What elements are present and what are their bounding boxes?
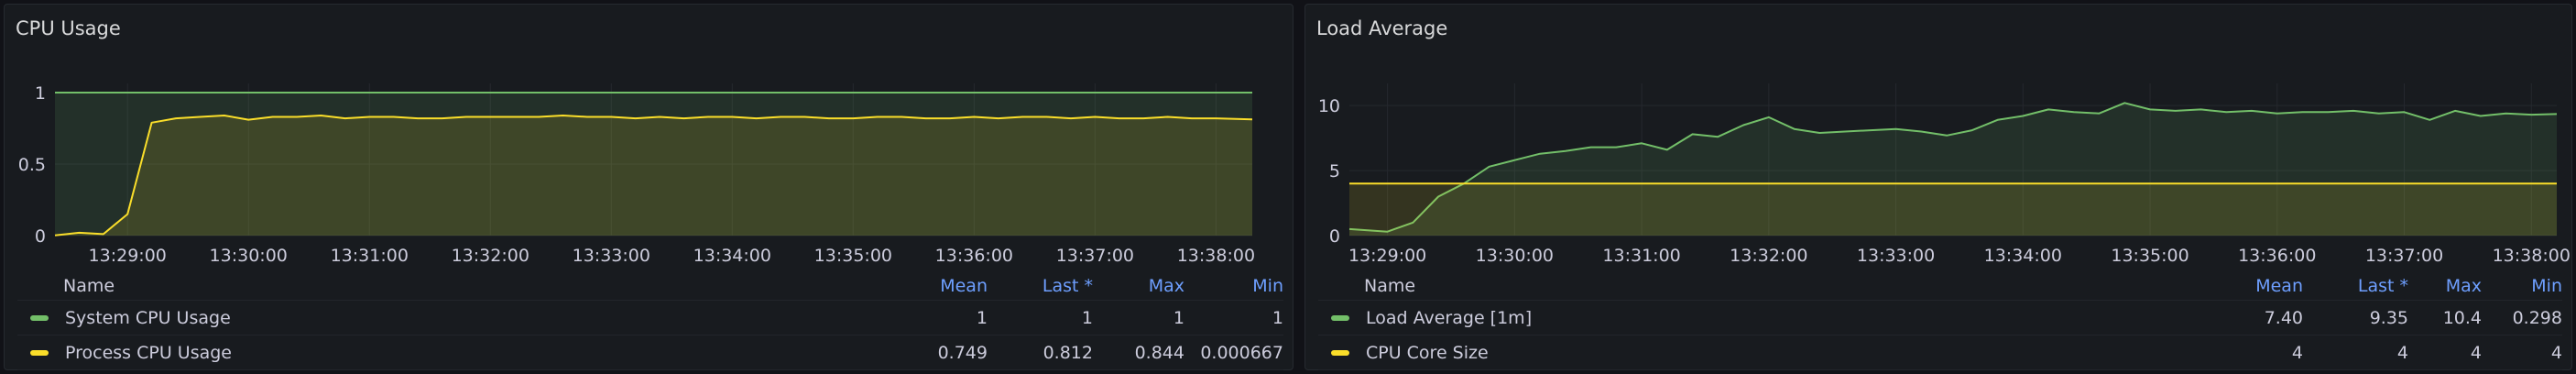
legend-min-value: 1 [1272, 307, 1283, 328]
x-tick-label: 13:29:00 [1348, 246, 1426, 266]
series-area-process-cpu-usage [55, 116, 1252, 236]
legend-last-value: 4 [2396, 342, 2408, 363]
y-tick-label: 0.5 [18, 155, 46, 175]
legend-max-value: 1 [1173, 307, 1184, 328]
y-tick-label: 10 [1318, 96, 1340, 116]
y-tick-label: 0 [35, 226, 46, 247]
legend-min-value: 4 [2550, 342, 2562, 363]
legend-row-cpu-core-size[interactable]: CPU Core Size 4 4 4 4 [1318, 336, 2562, 370]
x-tick-label: 13:30:00 [1476, 246, 1554, 266]
legend-header: Name Mean Last * Max Min [17, 272, 1283, 301]
legend-header-mean[interactable]: Mean [2255, 276, 2303, 296]
legend-table: Name Mean Last * Max Min Load Average [1… [1318, 272, 2562, 370]
legend-min-value: 0.000667 [1200, 342, 1283, 363]
series-color-swatch [1331, 349, 1349, 356]
legend-row-system-cpu-usage[interactable]: System CPU Usage 1 1 1 1 [17, 301, 1283, 336]
x-tick-label: 13:30:00 [210, 246, 288, 266]
x-tick-label: 13:34:00 [693, 246, 771, 266]
x-tick-label: 13:33:00 [573, 246, 650, 266]
cpu-usage-chart[interactable]: 0 0.5 1 13:29:00 13:30:00 13:31:00 13:32:00 13:… [5, 5, 1294, 272]
legend-header: Name Mean Last * Max Min [1318, 272, 2562, 301]
series-area-system-cpu-usage [55, 93, 1252, 236]
legend-series-name[interactable]: Process CPU Usage [65, 342, 232, 363]
legend-last-value: 1 [1081, 307, 1093, 328]
x-tick-label: 13:38:00 [1177, 246, 1255, 266]
cpu-usage-panel: CPU Usage 0 0.5 1 13:29:00 13:30:00 13:31:00 1… [4, 4, 1293, 370]
x-tick-label: 13:38:00 [2493, 246, 2571, 266]
legend-max-value: 0.844 [1134, 342, 1184, 363]
legend-header-min[interactable]: Min [1252, 276, 1283, 296]
y-tick-label: 5 [1329, 161, 1340, 182]
legend-min-value: 0.298 [2512, 307, 2562, 328]
x-tick-label: 13:32:00 [1730, 246, 1807, 266]
x-tick-label: 13:32:00 [452, 246, 529, 266]
x-tick-label: 13:33:00 [1857, 246, 1935, 266]
legend-series-name[interactable]: Load Average [1m] [1366, 307, 1533, 328]
legend-mean-value: 0.749 [937, 342, 988, 363]
legend-max-value: 4 [2470, 342, 2482, 363]
legend-max-value: 10.4 [2442, 307, 2482, 328]
y-tick-label: 0 [1329, 226, 1340, 247]
legend-last-value: 9.35 [2369, 307, 2408, 328]
legend-header-min[interactable]: Min [2531, 276, 2562, 296]
load-average-panel: Load Average 0 5 10 13:29:00 13:30:00 13:31:0… [1304, 4, 2572, 370]
x-tick-label: 13:31:00 [1602, 246, 1680, 266]
legend-header-mean[interactable]: Mean [940, 276, 988, 296]
x-tick-label: 13:29:00 [89, 246, 167, 266]
legend-row-load-average-1m[interactable]: Load Average [1m] 7.40 9.35 10.4 0.298 [1318, 301, 2562, 336]
x-tick-label: 13:37:00 [1056, 246, 1134, 266]
series-line-process-cpu-usage [54, 115, 1253, 236]
legend-header-name[interactable]: Name [63, 276, 115, 296]
legend-mean-value: 1 [976, 307, 988, 328]
series-color-swatch [1331, 314, 1349, 321]
y-tick-label: 1 [35, 83, 46, 104]
legend-header-last[interactable]: Last * [2357, 276, 2408, 296]
legend-mean-value: 7.40 [2264, 307, 2303, 328]
series-area-load-average-1m- [1349, 103, 2557, 236]
series-area-cpu-core-size [1349, 183, 2557, 236]
series-line-load-average-1m- [1348, 102, 2558, 233]
legend-series-name[interactable]: System CPU Usage [65, 307, 231, 328]
x-tick-label: 13:36:00 [935, 246, 1013, 266]
legend-series-name[interactable]: CPU Core Size [1366, 342, 1489, 363]
x-tick-label: 13:31:00 [331, 246, 409, 266]
x-tick-label: 13:34:00 [1984, 246, 2062, 266]
panel-title[interactable]: CPU Usage [16, 17, 121, 39]
legend-header-max[interactable]: Max [2445, 276, 2482, 296]
legend-header-last[interactable]: Last * [1042, 276, 1093, 296]
legend-header-max[interactable]: Max [1148, 276, 1184, 296]
legend-header-name[interactable]: Name [1364, 276, 1416, 296]
x-tick-label: 13:35:00 [814, 246, 892, 266]
panel-title[interactable]: Load Average [1316, 17, 1448, 39]
x-tick-label: 13:37:00 [2365, 246, 2443, 266]
x-tick-label: 13:36:00 [2238, 246, 2316, 266]
x-tick-label: 13:35:00 [2111, 246, 2189, 266]
series-color-swatch [30, 349, 49, 356]
legend-table: Name Mean Last * Max Min System CPU Usag… [17, 272, 1283, 370]
load-average-chart[interactable]: 0 5 10 13:29:00 13:30:00 13:31:00 13:32:00 13:3… [1305, 5, 2573, 272]
legend-mean-value: 4 [2291, 342, 2303, 363]
series-color-swatch [30, 314, 49, 321]
legend-row-process-cpu-usage[interactable]: Process CPU Usage 0.749 0.812 0.844 0.00… [17, 336, 1283, 370]
legend-last-value: 0.812 [1042, 342, 1093, 363]
